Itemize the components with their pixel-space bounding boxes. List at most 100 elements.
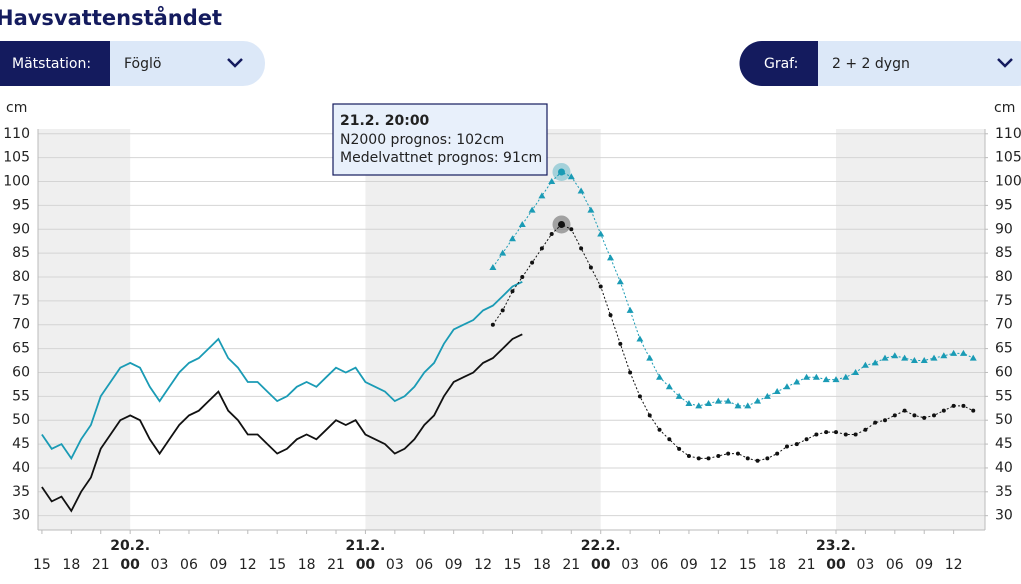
tooltip: 21.2. 20:00 N2000 prognos: 102cm Medelvatt… bbox=[332, 103, 548, 176]
select-label-bg bbox=[0, 41, 110, 86]
forecast-marker bbox=[773, 388, 781, 395]
x-tick-label: 03 bbox=[856, 557, 874, 573]
forecast-marker bbox=[637, 394, 642, 399]
forecast-marker bbox=[863, 427, 868, 432]
y2-tick-label: 50 bbox=[995, 412, 1013, 428]
forecast-marker bbox=[961, 403, 966, 408]
forecast-marker bbox=[940, 352, 948, 359]
forecast-marker bbox=[667, 437, 672, 442]
x-tick-label: 03 bbox=[386, 557, 404, 573]
y-tick-label: 70 bbox=[12, 317, 30, 333]
y2-tick-label: 60 bbox=[995, 364, 1013, 380]
forecast-marker bbox=[675, 392, 683, 399]
forecast-marker bbox=[842, 373, 850, 380]
select-label-bg bbox=[739, 41, 818, 86]
forecast-marker bbox=[587, 206, 595, 213]
y-tick-label: 95 bbox=[12, 197, 30, 213]
forecast-marker bbox=[636, 335, 644, 342]
x-tick-label: 12 bbox=[239, 557, 257, 573]
x-tick-label: 18 bbox=[533, 557, 551, 573]
graph-select[interactable]: Graf: 2 + 2 dygn bbox=[739, 41, 1021, 86]
chevron bbox=[997, 58, 1013, 68]
forecast-marker bbox=[969, 354, 977, 361]
y-tick-label: 30 bbox=[12, 508, 30, 524]
y-axis-unit: cm bbox=[6, 100, 27, 116]
forecast-marker bbox=[832, 376, 840, 383]
forecast-marker bbox=[873, 420, 878, 425]
page-title: Havsvattenståndet bbox=[0, 5, 222, 30]
forecast-marker bbox=[726, 451, 731, 456]
forecast-marker bbox=[597, 230, 605, 237]
forecast-marker bbox=[784, 444, 789, 449]
forecast-marker bbox=[803, 373, 811, 380]
forecast-marker bbox=[765, 456, 770, 461]
forecast-marker bbox=[950, 349, 958, 356]
y2-tick-label: 95 bbox=[995, 197, 1013, 213]
forecast-marker bbox=[665, 383, 673, 390]
x-tick-label: 06 bbox=[415, 557, 433, 573]
y-tick-label: 80 bbox=[12, 269, 30, 285]
y2-tick-label: 100 bbox=[995, 174, 1021, 190]
y2-tick-label: 65 bbox=[995, 341, 1013, 357]
x-tick-label: 00 bbox=[826, 557, 846, 573]
forecast-marker bbox=[490, 322, 495, 327]
x-tick-label: 06 bbox=[886, 557, 904, 573]
station-select[interactable]: Mätstation: Föglö bbox=[0, 41, 265, 86]
day-label: 23.2. bbox=[816, 538, 856, 554]
y-tick-label: 110 bbox=[3, 126, 30, 142]
forecast-marker bbox=[528, 206, 536, 213]
forecast-marker bbox=[853, 432, 858, 437]
x-tick-label: 18 bbox=[62, 557, 80, 573]
y-tick-label: 100 bbox=[3, 174, 30, 190]
tooltip-title: 21.2. 20:00 bbox=[340, 113, 430, 129]
forecast-marker bbox=[793, 378, 801, 385]
forecast-marker bbox=[824, 430, 829, 435]
forecast-marker bbox=[706, 456, 711, 461]
x-tick-label: 09 bbox=[209, 557, 227, 573]
forecast-marker bbox=[499, 249, 507, 256]
y2-tick-label: 80 bbox=[995, 269, 1013, 285]
x-tick-label: 03 bbox=[151, 557, 169, 573]
forecast-marker bbox=[657, 427, 662, 432]
forecast-marker bbox=[489, 263, 497, 270]
forecast-marker bbox=[930, 354, 938, 361]
x-tick-label: 15 bbox=[504, 557, 522, 573]
x-tick-label: 15 bbox=[33, 557, 51, 573]
hover-point bbox=[557, 220, 565, 228]
forecast-marker bbox=[892, 413, 897, 418]
x-tick-label: 00 bbox=[356, 557, 376, 573]
tooltip-box bbox=[332, 103, 548, 176]
forecast-marker bbox=[696, 456, 701, 461]
forecast-marker bbox=[530, 260, 535, 265]
tooltip-line: Medelvattnet prognos: 91cm bbox=[340, 150, 542, 166]
forecast-marker bbox=[579, 246, 584, 251]
y2-tick-label: 75 bbox=[995, 293, 1013, 309]
forecast-marker bbox=[626, 306, 634, 313]
forecast-marker bbox=[745, 456, 750, 461]
forecast-marker bbox=[656, 373, 664, 380]
y-tick-label: 65 bbox=[12, 341, 30, 357]
forecast-marker bbox=[822, 376, 830, 383]
forecast-marker bbox=[794, 442, 799, 447]
forecast-marker bbox=[577, 187, 585, 194]
forecast-marker bbox=[548, 178, 556, 185]
x-tick-label: 06 bbox=[180, 557, 198, 573]
y-tick-label: 50 bbox=[12, 412, 30, 428]
select-value: 2 + 2 dygn bbox=[832, 56, 910, 72]
forecast-marker bbox=[861, 361, 869, 368]
y2-tick-label: 85 bbox=[995, 245, 1013, 261]
forecast-marker bbox=[755, 458, 760, 463]
day-label: 21.2. bbox=[345, 538, 385, 554]
forecast-marker bbox=[616, 278, 624, 285]
forecast-marker bbox=[735, 451, 740, 456]
forecast-marker bbox=[500, 308, 505, 313]
select-value: Föglö bbox=[124, 56, 161, 72]
y2-tick-label: 55 bbox=[995, 388, 1013, 404]
y2-tick-label: 70 bbox=[995, 317, 1013, 333]
forecast-marker bbox=[598, 284, 603, 289]
series-line bbox=[41, 333, 523, 513]
x-tick-label: 00 bbox=[120, 557, 140, 573]
forecast-marker bbox=[705, 399, 713, 406]
